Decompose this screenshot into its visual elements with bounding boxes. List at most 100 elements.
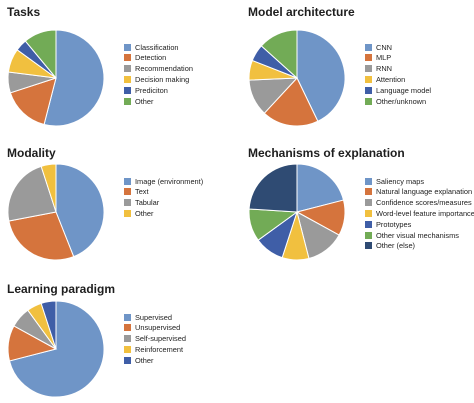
legend-label: Image (environment)	[135, 176, 204, 186]
legend-item: Other	[124, 355, 153, 365]
legend-label: Other/unknown	[376, 96, 427, 106]
legend-item: Reinforcement	[124, 344, 183, 354]
legend-item: Attention	[365, 74, 405, 84]
legend-label: Prototypes	[376, 219, 412, 229]
legend-swatch	[365, 43, 372, 51]
legend-label: Saliency maps	[376, 176, 425, 186]
legend-label: Language model	[376, 85, 432, 95]
legend-item: MLP	[365, 53, 391, 63]
pie-slice-tabular	[7, 165, 57, 222]
legend-label: CNN	[376, 42, 393, 52]
pie-slice-image-environment	[55, 163, 105, 258]
legend-swatch	[124, 54, 131, 62]
legend-swatch	[124, 356, 131, 364]
legend-item: Image (environment)	[124, 176, 203, 186]
legend-swatch	[124, 335, 131, 343]
chart-title: Learning paradigm	[7, 282, 116, 296]
legend-label: Supervised	[135, 312, 172, 322]
legend-item: Other	[124, 96, 153, 106]
legend-swatch	[124, 313, 131, 321]
chart-title: Mechanisms of explanation	[248, 146, 405, 160]
legend-swatch	[365, 188, 372, 196]
legend-item: Classification	[124, 42, 179, 52]
legend-swatch	[124, 345, 131, 353]
pie-chart	[248, 163, 346, 261]
legend-swatch	[365, 97, 372, 105]
legend-swatch	[365, 209, 372, 217]
legend-swatch	[124, 86, 131, 94]
pie-slice-classification	[43, 29, 105, 127]
legend-label: Prediciton	[135, 85, 168, 95]
legend-swatch	[124, 75, 131, 83]
legend-item: Other	[124, 208, 153, 218]
legend-item: Decision making	[124, 74, 189, 84]
legend-label: Word-level feature importance	[376, 208, 474, 218]
pie-chart	[7, 29, 105, 127]
pie-slice-other-else	[248, 163, 298, 213]
legend-swatch	[124, 97, 131, 105]
chart-title: Tasks	[7, 5, 41, 19]
legend-label: Recommendation	[135, 64, 193, 74]
legend-swatch	[365, 199, 372, 207]
legend-item: RNN	[365, 64, 392, 74]
legend-item: Tabular	[124, 198, 159, 208]
legend-label: Other	[135, 208, 154, 218]
legend-item: Prototypes	[365, 219, 411, 229]
pie-slice-cnn	[296, 29, 346, 122]
pie-chart	[7, 300, 105, 398]
legend-label: Classification	[135, 42, 179, 52]
legend-label: Reinforcement	[135, 344, 184, 354]
legend-swatch	[365, 65, 372, 73]
legend-swatch	[124, 199, 131, 207]
legend-label: Self-supervised	[135, 334, 186, 344]
legend-label: Other	[135, 96, 154, 106]
legend-item: Other/unknown	[365, 96, 426, 106]
legend-swatch	[124, 188, 131, 196]
legend-item: Recommendation	[124, 64, 193, 74]
chart-title: Model architecture	[248, 5, 355, 19]
legend-item: Other visual mechanisms	[365, 230, 459, 240]
legend-label: Attention	[376, 74, 406, 84]
legend-item: Prediciton	[124, 85, 168, 95]
pie-slice-mlp	[263, 77, 319, 127]
legend-item: Unsupervised	[124, 323, 180, 333]
legend-item: Self-supervised	[124, 334, 186, 344]
legend-label: Text	[135, 187, 149, 197]
legend-swatch	[365, 231, 372, 239]
legend-swatch	[124, 65, 131, 73]
legend-label: Other	[135, 355, 154, 365]
legend-item: Natural language explanation	[365, 187, 472, 197]
legend-label: MLP	[376, 53, 392, 63]
legend-label: Detection	[135, 53, 167, 63]
legend-item: Confidence scores/measures	[365, 198, 472, 208]
legend-swatch	[124, 209, 131, 217]
legend-item: Other (else)	[365, 241, 415, 251]
legend-swatch	[365, 54, 372, 62]
chart-title: Modality	[7, 146, 56, 160]
pie-slice-text	[8, 211, 75, 261]
legend-item: Word-level feature importance	[365, 208, 474, 218]
legend-swatch	[365, 75, 372, 83]
legend-swatch	[365, 177, 372, 185]
pie-slice-saliency-maps	[296, 163, 345, 213]
pie-slice-other	[24, 29, 57, 80]
legend-label: Tabular	[135, 198, 160, 208]
legend-label: Decision making	[135, 74, 190, 84]
legend-label: Confidence scores/measures	[376, 198, 472, 208]
legend-swatch	[124, 177, 131, 185]
legend-swatch	[124, 43, 131, 51]
legend-label: Natural language explanation	[376, 187, 473, 197]
legend-swatch	[365, 242, 372, 250]
pie-slice-other-unknown	[260, 29, 298, 80]
legend-label: Other visual mechanisms	[376, 230, 459, 240]
legend-label: RNN	[376, 64, 393, 74]
legend-item: Language model	[365, 85, 431, 95]
legend-item: Saliency maps	[365, 176, 424, 186]
pie-slice-other	[40, 300, 57, 350]
legend-swatch	[365, 86, 372, 94]
legend-label: Other (else)	[376, 241, 416, 251]
legend-item: Supervised	[124, 312, 172, 322]
legend-label: Unsupervised	[135, 323, 181, 333]
legend-item: Text	[124, 187, 149, 197]
pie-chart	[7, 163, 105, 261]
